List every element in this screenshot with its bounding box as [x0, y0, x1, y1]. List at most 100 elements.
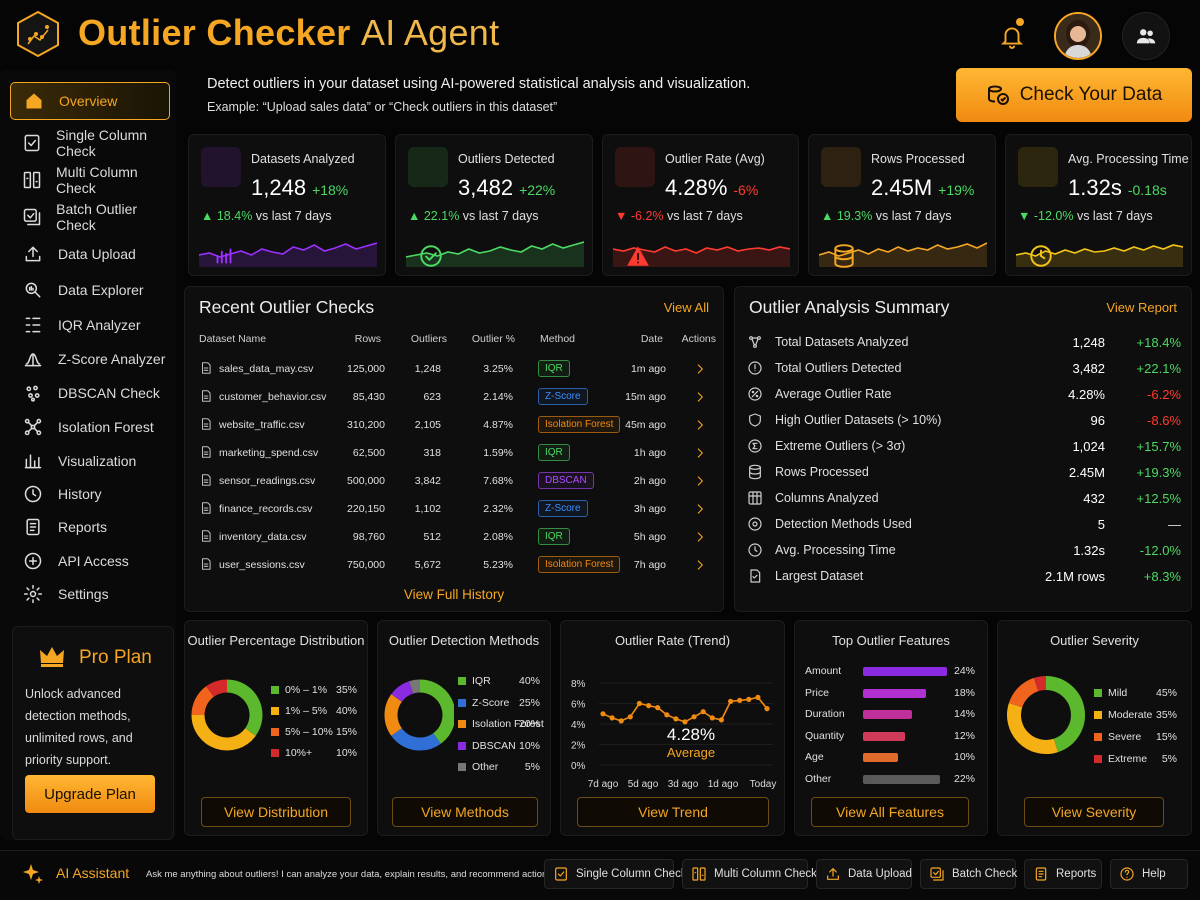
quick-reports-button[interactable]: Reports — [1024, 859, 1102, 889]
trend-point[interactable] — [627, 714, 633, 720]
trend-point[interactable] — [664, 712, 670, 718]
dataset-name[interactable]: inventory_data.csv — [219, 531, 307, 543]
sidebar-item-api-access[interactable]: API Access — [10, 544, 170, 578]
dataset-name[interactable]: finance_records.csv — [219, 503, 313, 515]
user-avatar[interactable] — [1054, 12, 1102, 60]
donut-slice-extreme[interactable] — [1033, 676, 1047, 692]
trend-point[interactable] — [618, 718, 624, 724]
sidebar-item-data-explorer[interactable]: Data Explorer — [10, 273, 170, 307]
donut-slice-isolation-forest[interactable] — [384, 694, 403, 736]
feature-bar[interactable] — [863, 753, 898, 762]
ai-assistant-prompt[interactable]: Ask me anything about outliers! I can an… — [146, 869, 555, 880]
chevron-right-icon[interactable] — [693, 362, 707, 376]
trend-point[interactable] — [737, 697, 743, 703]
trend-point[interactable] — [764, 706, 770, 712]
trend-point[interactable] — [746, 696, 752, 702]
kpi-card-datasets-analyzed[interactable]: Datasets Analyzed 1,248 +18% ▲ 18.4% vs l… — [188, 134, 386, 276]
donut-slice-1-5[interactable] — [191, 714, 256, 751]
chevron-right-icon[interactable] — [693, 558, 707, 572]
view-severity-button[interactable]: View Severity — [1024, 797, 1164, 827]
sidebar-item-overview[interactable]: Overview — [10, 82, 170, 120]
sidebar-item-reports[interactable]: Reports — [10, 510, 170, 544]
donut-slice-mild[interactable] — [1045, 676, 1085, 753]
donut-slice-iqr[interactable] — [419, 679, 454, 744]
table-row[interactable]: website_traffic.csv 310,200 2,105 4.87% … — [185, 411, 723, 439]
table-row[interactable]: inventory_data.csv 98,760 512 2.08% IQR … — [185, 523, 723, 551]
sidebar-item-z-score-analyzer[interactable]: Z-Score Analyzer — [10, 342, 170, 376]
quick-help-button[interactable]: Help — [1110, 859, 1188, 889]
upgrade-plan-button[interactable]: Upgrade Plan — [25, 775, 155, 813]
quick-single-column-check-button[interactable]: Single Column Check — [544, 859, 687, 889]
sidebar-item-batch-outlier-check[interactable]: Batch Outlier Check — [10, 200, 170, 234]
dataset-name[interactable]: customer_behavior.csv — [219, 391, 327, 403]
view-methods-button[interactable]: View Methods — [392, 797, 538, 827]
donut-slice-z-score[interactable] — [391, 727, 441, 751]
view-distribution-button[interactable]: View Distribution — [201, 797, 351, 827]
table-row[interactable]: marketing_spend.csv 62,500 318 1.59% IQR… — [185, 439, 723, 467]
view-all-link[interactable]: View All — [663, 300, 709, 315]
dataset-name[interactable]: sensor_readings.csv — [219, 475, 316, 487]
sidebar-item-iqr-analyzer[interactable]: IQR Analyzer — [10, 308, 170, 342]
trend-point[interactable] — [655, 705, 661, 711]
donut-slice-5-10[interactable] — [191, 686, 215, 716]
trend-point[interactable] — [691, 714, 697, 720]
chevron-right-icon[interactable] — [693, 390, 707, 404]
view-report-link[interactable]: View Report — [1106, 300, 1177, 315]
sidebar-item-settings[interactable]: Settings — [10, 577, 170, 611]
trend-point[interactable] — [700, 709, 706, 715]
chevron-right-icon[interactable] — [693, 418, 707, 432]
kpi-card-avg-processing-time[interactable]: Avg. Processing Time 1.32s -0.18s ▼ -12.0… — [1005, 134, 1192, 276]
users-icon[interactable] — [1122, 12, 1170, 60]
feature-bar[interactable] — [863, 688, 926, 698]
chevron-right-icon[interactable] — [693, 474, 707, 488]
donut-slice-dbscan[interactable] — [391, 681, 414, 703]
trend-point[interactable] — [718, 717, 724, 723]
quick-batch-check-button[interactable]: Batch Check — [920, 859, 1017, 889]
donut-slice-moderate[interactable] — [1007, 702, 1059, 754]
trend-point[interactable] — [673, 716, 679, 722]
sidebar-item-single-column-check[interactable]: Single Column Check — [10, 126, 170, 160]
sidebar-item-visualization[interactable]: Visualization — [10, 444, 170, 478]
ai-assistant-label[interactable]: AI Assistant — [56, 865, 130, 881]
check-your-data-button[interactable]: Check Your Data — [956, 68, 1192, 122]
sidebar-item-history[interactable]: History — [10, 477, 170, 511]
bell-icon[interactable] — [988, 12, 1036, 60]
sidebar-item-data-upload[interactable]: Data Upload — [10, 237, 170, 271]
trend-point[interactable] — [636, 700, 642, 707]
donut-slice-0-1[interactable] — [226, 679, 263, 736]
sidebar-item-isolation-forest[interactable]: Isolation Forest — [10, 410, 170, 444]
chevron-right-icon[interactable] — [693, 502, 707, 516]
trend-point[interactable] — [609, 715, 615, 721]
view-all-features-button[interactable]: View All Features — [811, 797, 969, 827]
table-row[interactable]: sales_data_may.csv 125,000 1,248 3.25% I… — [185, 355, 723, 383]
dataset-name[interactable]: marketing_spend.csv — [219, 447, 319, 459]
kpi-card-outlier-rate-avg[interactable]: Outlier Rate (Avg) 4.28% -6% ▼ -6.2% vs l… — [602, 134, 799, 276]
sidebar-item-dbscan-check[interactable]: DBSCAN Check — [10, 376, 170, 410]
dataset-name[interactable]: website_traffic.csv — [219, 419, 305, 431]
table-row[interactable]: finance_records.csv 220,150 1,102 2.32% … — [185, 495, 723, 523]
feature-bar[interactable] — [863, 774, 940, 784]
trend-point[interactable] — [728, 698, 734, 704]
chevron-right-icon[interactable] — [693, 446, 707, 460]
donut-slice-10[interactable] — [206, 679, 228, 698]
table-row[interactable]: sensor_readings.csv 500,000 3,842 7.68% … — [185, 467, 723, 495]
view-full-history-link[interactable]: View Full History — [403, 587, 505, 602]
trend-point[interactable] — [709, 715, 715, 721]
feature-bar[interactable] — [863, 731, 905, 741]
kpi-card-rows-processed[interactable]: Rows Processed 2.45M +19% ▲ 19.3% vs last… — [808, 134, 996, 276]
trend-point[interactable] — [600, 711, 606, 717]
feature-bar[interactable] — [863, 667, 947, 676]
trend-point[interactable] — [682, 719, 688, 725]
table-row[interactable]: customer_behavior.csv 85,430 623 2.14% Z… — [185, 383, 723, 411]
trend-point[interactable] — [646, 703, 652, 709]
view-trend-button[interactable]: View Trend — [577, 797, 769, 827]
dataset-name[interactable]: user_sessions.csv — [219, 559, 305, 571]
dataset-name[interactable]: sales_data_may.csv — [219, 363, 314, 375]
quick-data-upload-button[interactable]: Data Upload — [816, 859, 912, 889]
quick-multi-column-check-button[interactable]: Multi Column Check — [682, 859, 817, 889]
donut-slice-severe[interactable] — [1008, 677, 1039, 708]
table-row[interactable]: user_sessions.csv 750,000 5,672 5.23% Is… — [185, 551, 723, 579]
kpi-card-outliers-detected[interactable]: Outliers Detected 3,482 +22% ▲ 22.1% vs l… — [395, 134, 593, 276]
chevron-right-icon[interactable] — [693, 530, 707, 544]
trend-point[interactable] — [755, 694, 761, 700]
